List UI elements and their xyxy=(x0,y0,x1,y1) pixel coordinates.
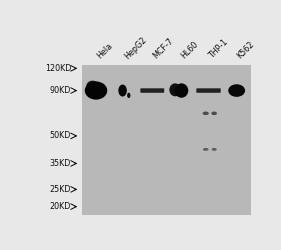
Text: 90KD: 90KD xyxy=(50,86,71,95)
Text: HL60: HL60 xyxy=(179,40,200,61)
FancyBboxPatch shape xyxy=(140,88,164,93)
Ellipse shape xyxy=(127,93,130,98)
Ellipse shape xyxy=(211,112,217,115)
Text: HepG2: HepG2 xyxy=(123,35,149,61)
Ellipse shape xyxy=(169,83,181,96)
Ellipse shape xyxy=(87,81,99,90)
Text: 20KD: 20KD xyxy=(50,202,71,211)
Ellipse shape xyxy=(212,148,217,151)
Ellipse shape xyxy=(203,112,209,115)
Ellipse shape xyxy=(118,84,127,96)
Text: THP-1: THP-1 xyxy=(207,38,230,61)
FancyBboxPatch shape xyxy=(196,88,221,93)
Ellipse shape xyxy=(175,83,188,98)
Text: K562: K562 xyxy=(235,40,256,61)
Text: MCF-7: MCF-7 xyxy=(151,37,175,61)
Ellipse shape xyxy=(228,84,245,97)
Text: 50KD: 50KD xyxy=(50,132,71,140)
Text: 25KD: 25KD xyxy=(49,185,71,194)
Ellipse shape xyxy=(85,82,107,100)
Text: 35KD: 35KD xyxy=(50,159,71,168)
Bar xyxy=(82,65,251,215)
Text: 120KD: 120KD xyxy=(45,64,71,73)
Ellipse shape xyxy=(203,148,209,151)
Text: Hela: Hela xyxy=(95,42,114,61)
